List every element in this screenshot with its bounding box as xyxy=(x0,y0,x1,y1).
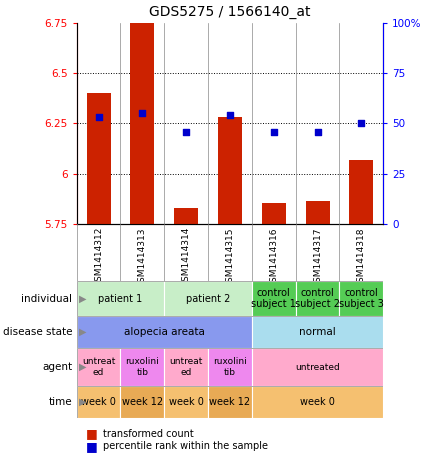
Text: alopecia areata: alopecia areata xyxy=(124,327,205,337)
Text: normal: normal xyxy=(299,327,336,337)
Bar xyxy=(86,93,110,224)
Title: GDS5275 / 1566140_at: GDS5275 / 1566140_at xyxy=(149,5,311,19)
Bar xyxy=(339,281,383,316)
Text: GSM1414315: GSM1414315 xyxy=(226,227,234,288)
Text: week 0: week 0 xyxy=(169,397,204,407)
Bar xyxy=(218,117,242,224)
Point xyxy=(183,128,190,135)
Bar xyxy=(164,281,252,316)
Text: GSM1414318: GSM1414318 xyxy=(357,227,366,288)
Bar xyxy=(77,348,120,386)
Text: GSM1414313: GSM1414313 xyxy=(138,227,147,288)
Text: control
subject 1: control subject 1 xyxy=(251,288,296,309)
Text: week 12: week 12 xyxy=(122,397,163,407)
Bar xyxy=(252,281,296,316)
Bar xyxy=(174,208,198,224)
Text: agent: agent xyxy=(42,362,72,372)
Text: control
subject 3: control subject 3 xyxy=(339,288,384,309)
Bar xyxy=(77,316,252,348)
Text: time: time xyxy=(49,397,72,407)
Bar xyxy=(349,160,373,224)
Bar xyxy=(164,348,208,386)
Text: ▶: ▶ xyxy=(79,294,86,304)
Bar xyxy=(262,203,286,224)
Text: control
subject 2: control subject 2 xyxy=(295,288,340,309)
Text: ▶: ▶ xyxy=(79,397,86,407)
Text: patient 2: patient 2 xyxy=(186,294,230,304)
Bar xyxy=(77,281,164,316)
Text: GSM1414316: GSM1414316 xyxy=(269,227,278,288)
Text: untreat
ed: untreat ed xyxy=(82,357,115,377)
Text: untreat
ed: untreat ed xyxy=(170,357,203,377)
Text: percentile rank within the sample: percentile rank within the sample xyxy=(103,441,268,451)
Text: GSM1414317: GSM1414317 xyxy=(313,227,322,288)
Text: patient 1: patient 1 xyxy=(98,294,143,304)
Text: individual: individual xyxy=(21,294,72,304)
Point xyxy=(314,128,321,135)
Bar xyxy=(120,348,164,386)
Text: untreated: untreated xyxy=(295,363,340,371)
Bar xyxy=(208,348,252,386)
Text: GSM1414312: GSM1414312 xyxy=(94,227,103,288)
Text: GSM1414314: GSM1414314 xyxy=(182,227,191,288)
Point xyxy=(226,112,233,119)
Point xyxy=(139,110,146,117)
Text: ruxolini
tib: ruxolini tib xyxy=(213,357,247,377)
Bar xyxy=(252,316,383,348)
Text: ■: ■ xyxy=(85,428,97,440)
Bar xyxy=(296,281,339,316)
Text: ruxolini
tib: ruxolini tib xyxy=(125,357,159,377)
Point xyxy=(358,120,365,127)
Text: ▶: ▶ xyxy=(79,362,86,372)
Text: ■: ■ xyxy=(85,440,97,453)
Bar xyxy=(252,348,383,386)
Text: week 0: week 0 xyxy=(300,397,335,407)
Bar xyxy=(120,386,164,418)
Bar xyxy=(252,386,383,418)
Text: week 12: week 12 xyxy=(209,397,251,407)
Text: transformed count: transformed count xyxy=(103,429,194,439)
Text: ▶: ▶ xyxy=(79,327,86,337)
Bar xyxy=(164,386,208,418)
Text: week 0: week 0 xyxy=(81,397,116,407)
Point xyxy=(95,114,102,121)
Bar xyxy=(208,386,252,418)
Bar xyxy=(305,201,329,224)
Point xyxy=(270,128,277,135)
Text: disease state: disease state xyxy=(3,327,72,337)
Bar xyxy=(130,23,154,224)
Bar xyxy=(77,386,120,418)
